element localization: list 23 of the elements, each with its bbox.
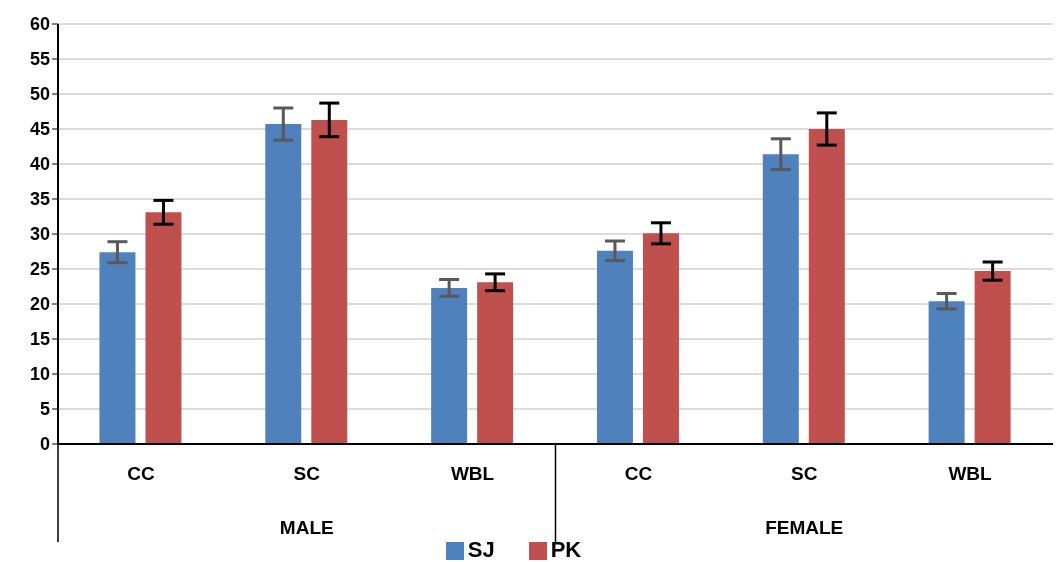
y-tick-label: 40 — [29, 154, 50, 175]
y-tick-label: 15 — [29, 329, 50, 350]
x-tick-label: SC — [791, 463, 818, 484]
y-tick-label: 30 — [29, 224, 50, 245]
y-tick-label: 35 — [29, 189, 50, 210]
y-tick-label: 55 — [29, 49, 50, 70]
x-tick-label: CC — [624, 463, 653, 484]
legend-label: SJ — [467, 537, 495, 562]
y-tick-label: 20 — [29, 294, 50, 315]
y-tick-label: 0 — [39, 434, 50, 455]
y-tick-label: 25 — [29, 259, 50, 280]
legend-label: PK — [550, 537, 582, 562]
y-tick-label: 60 — [29, 14, 50, 35]
y-tick-label: 50 — [29, 84, 50, 105]
text: FEMALE — [765, 517, 844, 538]
y-tick-label: 5 — [39, 399, 50, 420]
text: MALE — [279, 517, 334, 538]
y-tick-label: 45 — [29, 119, 50, 140]
y-tick-label: 10 — [29, 364, 50, 385]
x-tick-label: WBL — [948, 463, 993, 484]
x-tick-label: SC — [293, 463, 321, 484]
x-tick-label: WBL — [450, 463, 495, 484]
x-tick-label: CC — [127, 463, 155, 484]
